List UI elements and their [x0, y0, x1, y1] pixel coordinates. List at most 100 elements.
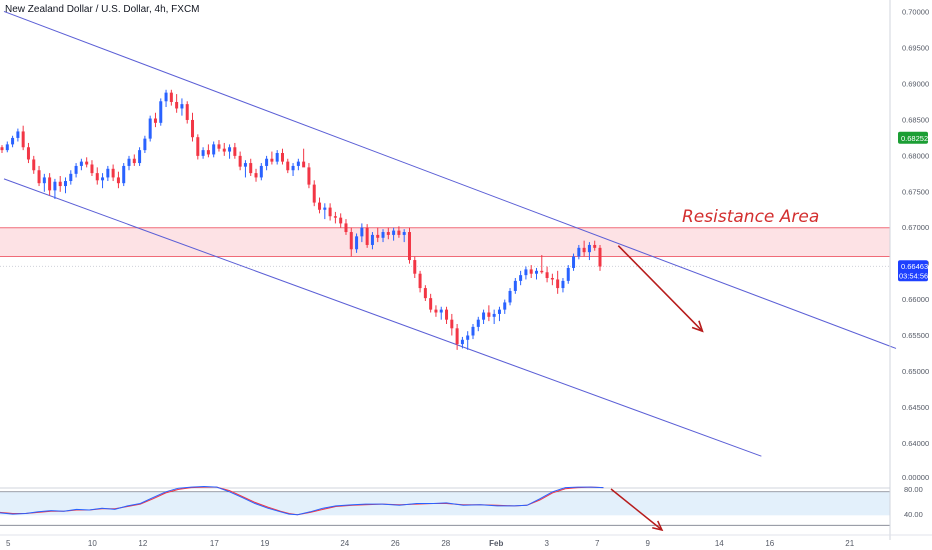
- candle-body: [217, 144, 221, 149]
- candle-body: [429, 298, 433, 310]
- candle-body: [228, 147, 232, 152]
- price-tick-label: 0.66000: [902, 295, 929, 304]
- price-tick-label: 0.70000: [902, 8, 929, 17]
- candle-body: [360, 227, 364, 237]
- oscillator-arrow-line[interactable]: [610, 488, 663, 531]
- candle-body: [471, 326, 475, 336]
- candle-body: [254, 173, 258, 178]
- price-marker-value: 0.68252: [901, 134, 928, 143]
- projection-arrow-line[interactable]: [617, 245, 704, 332]
- time-tick-label: 9: [646, 539, 651, 548]
- candle-body: [296, 161, 300, 166]
- price-tick-label: 0.68500: [902, 115, 929, 124]
- candle-body: [74, 165, 78, 174]
- time-tick-label: 5: [6, 539, 11, 548]
- time-tick-label: 19: [260, 539, 269, 548]
- candle-body: [540, 270, 544, 273]
- oscillator-tick-label: 0.00000: [902, 473, 929, 482]
- candle-body: [508, 290, 512, 303]
- candle-body: [143, 138, 147, 151]
- candle-body: [37, 170, 41, 184]
- candle-body: [85, 161, 89, 165]
- candle-body: [423, 288, 427, 299]
- candle-body: [386, 232, 390, 235]
- candle-body: [116, 177, 120, 184]
- price-pane: [0, 10, 897, 457]
- candle-body: [26, 147, 30, 160]
- projection-arrow-head: [691, 320, 704, 333]
- candle-body: [323, 207, 327, 210]
- candle-body: [492, 313, 496, 317]
- candle-body: [106, 168, 110, 178]
- candle-body: [233, 147, 237, 156]
- channel-lower-line[interactable]: [3, 178, 762, 457]
- candle-body: [349, 232, 353, 250]
- price-tick-label: 0.65500: [902, 331, 929, 340]
- candle-body: [48, 177, 52, 191]
- candle-body: [286, 161, 290, 171]
- candle-body: [450, 319, 454, 329]
- candle-body: [164, 92, 168, 102]
- candle-body: [598, 247, 602, 267]
- candle-body: [280, 153, 284, 162]
- price-tick-label: 0.65000: [902, 367, 929, 376]
- candle-body: [148, 118, 152, 139]
- candle-body: [58, 181, 62, 187]
- oscillator-tick-label: 80.00: [904, 485, 923, 494]
- channel-upper-line[interactable]: [3, 10, 897, 349]
- candle-body: [413, 260, 417, 274]
- time-tick-label: 17: [210, 539, 219, 548]
- candle-body: [32, 159, 36, 171]
- candle-body: [185, 104, 189, 120]
- candle-body: [355, 236, 359, 250]
- candle-body: [339, 217, 343, 224]
- time-tick-label: 21: [845, 539, 854, 548]
- time-tick-label: 24: [340, 539, 349, 548]
- time-tick-label: Feb: [489, 539, 503, 548]
- candle-body: [11, 137, 15, 145]
- time-axis[interactable]: 5 10 12 17 19 24 26 28 Feb 3 7 9 14 16 21: [0, 534, 932, 548]
- candle-body: [196, 137, 200, 156]
- candle-body: [344, 223, 348, 233]
- candle-body: [180, 104, 184, 109]
- stochastic-k-line: [0, 485, 604, 516]
- time-tick-label: 7: [595, 539, 600, 548]
- candle-body: [566, 267, 570, 281]
- oscillator-arrow-head: [652, 520, 664, 532]
- price-tick-label: 0.69500: [902, 44, 929, 53]
- candle-body: [392, 230, 396, 235]
- candle-body: [132, 158, 136, 164]
- candle-body: [439, 309, 443, 313]
- candle-body: [466, 335, 470, 340]
- price-tick-label: 0.64500: [902, 403, 929, 412]
- time-tick-label: 3: [545, 539, 550, 548]
- candle-body: [545, 272, 549, 279]
- candle-body: [365, 227, 369, 245]
- candle-body: [291, 165, 295, 171]
- candle-body: [593, 244, 597, 248]
- candle-body: [434, 309, 438, 313]
- candle-body: [376, 234, 380, 238]
- candle-body: [318, 202, 322, 210]
- candle-body: [302, 161, 306, 168]
- candle-body: [53, 181, 57, 191]
- candle-body: [191, 119, 195, 138]
- candle-body: [572, 256, 576, 268]
- candle-body: [519, 275, 523, 281]
- time-tick-label: 26: [391, 539, 400, 548]
- candle-body: [513, 280, 517, 291]
- candle-body: [582, 247, 586, 253]
- candle-body: [238, 155, 242, 167]
- candle-body: [482, 312, 486, 320]
- candle-body: [206, 150, 210, 155]
- candle-body: [397, 230, 401, 235]
- candle-body: [381, 232, 385, 238]
- candle-body: [529, 269, 533, 274]
- candle-body: [524, 269, 528, 276]
- candle-body: [402, 232, 406, 235]
- price-tick-label: 0.67500: [902, 187, 929, 196]
- candle-body: [222, 148, 226, 152]
- last-price-countdown: 03:54:56: [899, 271, 928, 280]
